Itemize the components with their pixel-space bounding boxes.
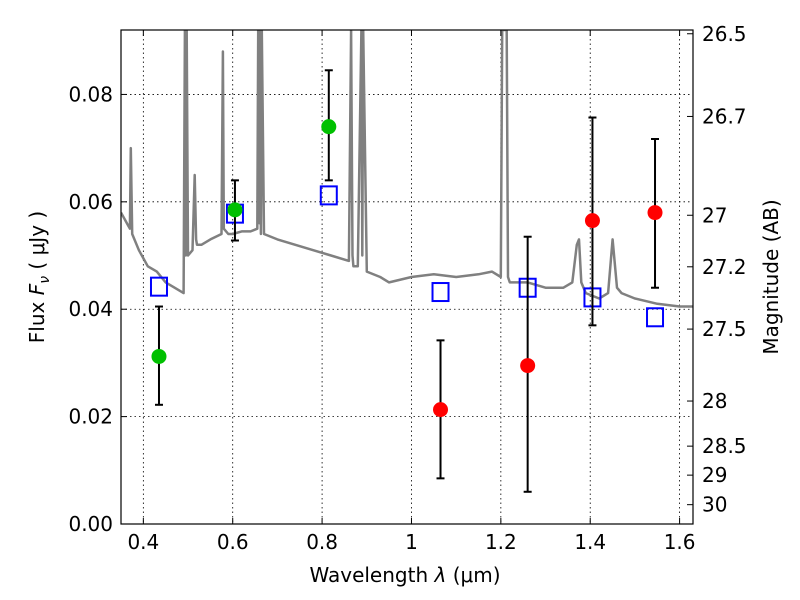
y2-tick-label: 30 [702,493,727,517]
x-tick-label: 1.2 [485,530,517,554]
axes: 0.4 0.6 0.8 1 1.2 1.4 1.6 0.00 0.02 0.04 0.06 0.08 2… [68,22,746,554]
y-tick-label: 0.02 [68,405,113,429]
y2-tick-label: 26.5 [702,22,747,46]
y2-axis-label: Magnitude (AB) [759,199,783,354]
model-photometry-square [431,282,450,303]
y2-tick-label: 27.5 [702,317,747,341]
y-tick-label: 0.00 [68,512,113,536]
x-tick-label: 0.6 [217,530,249,554]
upper-limit-point [584,213,600,229]
model-photometry-square [149,276,168,297]
y2-tick-label: 29 [702,463,727,487]
detection-point [321,119,337,135]
y-tick-label: 0.08 [68,82,113,106]
y2-tick-label: 26.7 [702,104,747,128]
detection-point [227,202,243,218]
sed-model-line [121,30,693,308]
upper-limit-point [520,358,536,374]
y-axis-label: Flux Fν ( μJy ) [25,211,53,343]
y-tick-label: 0.04 [68,297,113,321]
plot-area [121,30,693,493]
plot-frame [120,29,694,525]
detection-point [151,348,167,364]
upper-limit-point [647,205,663,221]
x-tick-label: 1.6 [664,530,696,554]
y2-tick-label: 28.5 [702,434,747,458]
y-tick-label: 0.06 [68,190,113,214]
x-tick-label: 1 [405,530,418,554]
model-photometry-square [646,307,665,328]
x-tick-label: 1.4 [574,530,606,554]
upper-limit-point [433,402,449,418]
x-tick-label: 0.8 [306,530,338,554]
y2-tick-label: 28 [702,389,727,413]
model-photometry-square [319,185,338,206]
grid [121,30,693,524]
x-tick-label: 0.4 [127,530,159,554]
y2-tick-label: 27.2 [702,255,747,279]
y2-tick-label: 27 [702,203,727,227]
x-axis-label: Wavelength λ (μm) [309,563,500,587]
